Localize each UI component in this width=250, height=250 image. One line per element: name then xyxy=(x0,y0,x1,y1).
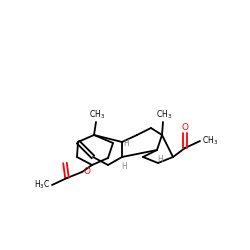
Text: H: H xyxy=(123,140,129,148)
Text: O: O xyxy=(83,168,90,176)
Text: O: O xyxy=(182,123,188,132)
Text: H: H xyxy=(157,155,163,164)
Text: H$_3$C: H$_3$C xyxy=(34,179,50,191)
Text: CH$_3$: CH$_3$ xyxy=(89,108,105,121)
Text: CH$_3$: CH$_3$ xyxy=(202,135,218,147)
Text: H: H xyxy=(121,162,127,171)
Text: CH$_3$: CH$_3$ xyxy=(156,108,172,121)
